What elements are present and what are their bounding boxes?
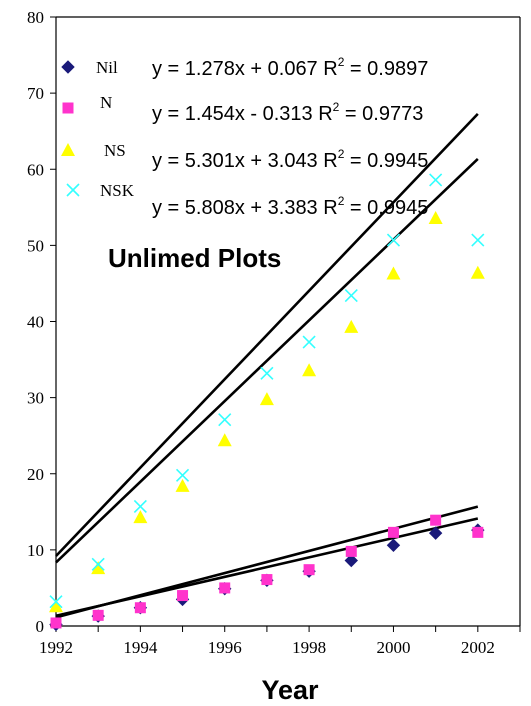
data-point-ns [386, 266, 401, 280]
data-point-n [303, 564, 315, 576]
legend-marker-ns [61, 143, 75, 156]
trendline-equations: y = 1.278x + 0.067 R2 = 0.9897 y = 1.454x… [152, 55, 428, 219]
data-point-nsk [429, 173, 443, 187]
legend-marker-nil [61, 60, 75, 74]
data-point-nsk [49, 595, 63, 609]
trendline-equation-n: y = 1.454x - 0.313 R2 = 0.9773 [152, 100, 423, 125]
data-point-n [50, 617, 62, 629]
trendline-ns [55, 158, 479, 564]
data-point-n [261, 574, 273, 586]
x-tick-label: 1994 [123, 638, 158, 657]
data-point-nsk [471, 233, 485, 247]
trendline-equation-ns: y = 5.301x + 3.043 R2 = 0.9945 [152, 147, 428, 172]
data-point-nsk [260, 366, 274, 380]
data-point-n [472, 526, 484, 538]
data-point-nsk [344, 289, 358, 303]
data-point-ns [91, 561, 106, 575]
legend-label-n: N [100, 93, 112, 112]
y-tick-label: 0 [36, 617, 45, 636]
data-point-n [387, 526, 399, 538]
x-tick-label: 1992 [39, 638, 73, 657]
data-point-ns [344, 319, 359, 333]
data-point-ns [302, 363, 317, 377]
legend-label-ns: NS [104, 141, 126, 160]
data-point-ns [428, 210, 443, 224]
y-tick-label: 10 [27, 541, 44, 560]
data-point-n [134, 602, 146, 614]
data-point-n [177, 590, 189, 602]
data-point-ns [49, 599, 63, 613]
legend: Nil N NS NSK [61, 58, 135, 200]
data-point-ns [470, 265, 485, 279]
x-tick-label: 2000 [376, 638, 410, 657]
data-point-nil [344, 553, 358, 568]
x-tick-label: 2002 [461, 638, 495, 657]
data-point-n [345, 545, 357, 557]
series-nsk [49, 173, 485, 609]
trendlines [55, 113, 479, 619]
data-point-nsk [175, 468, 190, 482]
legend-label-nil: Nil [96, 58, 118, 77]
y-tick-label: 60 [27, 160, 44, 179]
data-point-nsk [91, 557, 105, 571]
y-tick-label: 80 [27, 8, 44, 27]
trendline-equation-nsk: y = 5.808x + 3.383 R2 = 0.9945 [152, 194, 428, 219]
data-point-nsk [302, 335, 316, 349]
y-tick-label: 50 [27, 236, 44, 255]
y-tick-label: 30 [27, 389, 44, 408]
trendline-equation-nil: y = 1.278x + 0.067 R2 = 0.9897 [152, 55, 428, 80]
data-point-nsk [386, 233, 401, 247]
series-n [50, 514, 484, 629]
legend-marker-n [62, 102, 74, 114]
trendline-nsk [55, 113, 479, 557]
data-point-n [219, 582, 231, 594]
y-tick-label: 70 [27, 84, 44, 103]
data-point-ns [217, 433, 232, 447]
chart-annotation: Unlimed Plots [108, 243, 281, 273]
trendline-n [55, 505, 479, 619]
data-point-n [430, 514, 442, 526]
series-ns [49, 210, 485, 613]
x-axis-label: Year [261, 675, 319, 705]
data-point-ns [175, 478, 190, 492]
data-point-ns [133, 510, 148, 524]
data-point-nil [428, 526, 443, 540]
x-tick-label: 1998 [292, 638, 326, 657]
legend-marker-nsk [66, 183, 80, 197]
legend-label-nsk: NSK [100, 181, 135, 200]
data-point-nsk [218, 413, 232, 427]
y-tick-label: 20 [27, 465, 44, 484]
data-markers [49, 173, 485, 632]
y-tick-label: 40 [27, 313, 44, 332]
x-tick-label: 1996 [208, 638, 242, 657]
data-point-n [92, 609, 104, 621]
data-point-ns [259, 392, 274, 406]
axes: 0 10 20 30 40 50 60 70 80 1992 1994 1996 1998 2000 200… [27, 8, 521, 657]
data-point-nil [386, 538, 401, 553]
data-point-nsk [133, 499, 147, 514]
